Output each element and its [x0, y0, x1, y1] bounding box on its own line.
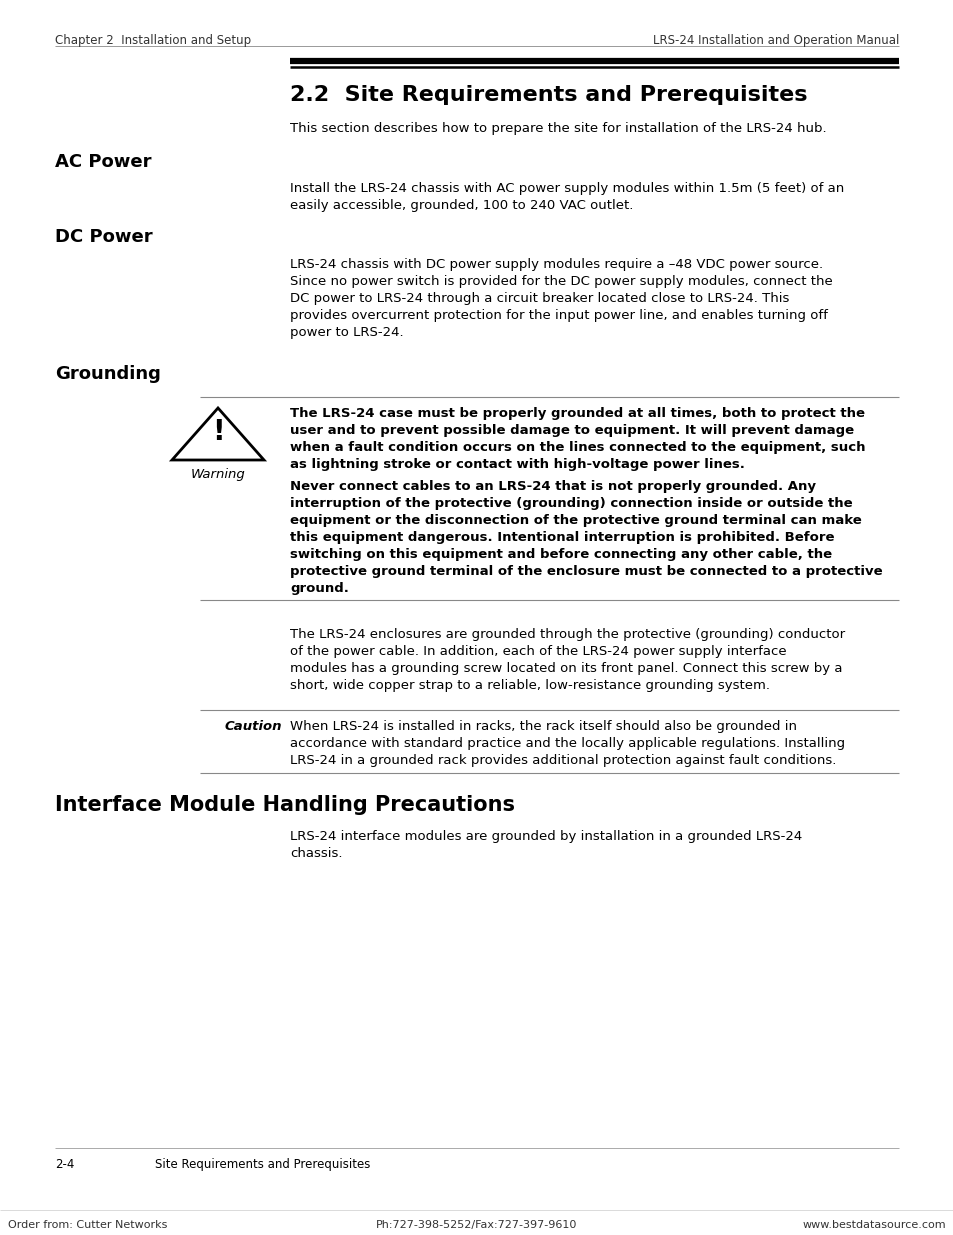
Text: Warning: Warning [191, 468, 245, 480]
Text: modules has a grounding screw located on its front panel. Connect this screw by : modules has a grounding screw located on… [290, 662, 841, 676]
Text: protective ground terminal of the enclosure must be connected to a protective: protective ground terminal of the enclos… [290, 564, 882, 578]
Text: when a fault condition occurs on the lines connected to the equipment, such: when a fault condition occurs on the lin… [290, 441, 864, 454]
Text: as lightning stroke or contact with high-voltage power lines.: as lightning stroke or contact with high… [290, 458, 744, 471]
Text: DC power to LRS-24 through a circuit breaker located close to LRS-24. This: DC power to LRS-24 through a circuit bre… [290, 291, 788, 305]
Text: The LRS-24 enclosures are grounded through the protective (grounding) conductor: The LRS-24 enclosures are grounded throu… [290, 629, 844, 641]
Text: This section describes how to prepare the site for installation of the LRS-24 hu: This section describes how to prepare th… [290, 122, 825, 135]
Text: !: ! [212, 417, 224, 446]
Text: user and to prevent possible damage to equipment. It will prevent damage: user and to prevent possible damage to e… [290, 424, 853, 437]
Text: 2-4: 2-4 [55, 1158, 74, 1171]
Text: equipment or the disconnection of the protective ground terminal can make: equipment or the disconnection of the pr… [290, 514, 861, 527]
Text: Since no power switch is provided for the DC power supply modules, connect the: Since no power switch is provided for th… [290, 275, 832, 288]
Text: this equipment dangerous. Intentional interruption is prohibited. Before: this equipment dangerous. Intentional in… [290, 531, 834, 543]
Text: AC Power: AC Power [55, 153, 152, 170]
Text: Install the LRS-24 chassis with AC power supply modules within 1.5m (5 feet) of : Install the LRS-24 chassis with AC power… [290, 182, 843, 195]
Text: of the power cable. In addition, each of the LRS-24 power supply interface: of the power cable. In addition, each of… [290, 645, 786, 658]
Text: short, wide copper strap to a reliable, low-resistance grounding system.: short, wide copper strap to a reliable, … [290, 679, 769, 692]
Text: provides overcurrent protection for the input power line, and enables turning of: provides overcurrent protection for the … [290, 309, 827, 322]
Text: Ph:727-398-5252/Fax:727-397-9610: Ph:727-398-5252/Fax:727-397-9610 [375, 1220, 578, 1230]
Text: Site Requirements and Prerequisites: Site Requirements and Prerequisites [154, 1158, 370, 1171]
Text: power to LRS-24.: power to LRS-24. [290, 326, 403, 338]
Text: accordance with standard practice and the locally applicable regulations. Instal: accordance with standard practice and th… [290, 737, 844, 750]
Text: switching on this equipment and before connecting any other cable, the: switching on this equipment and before c… [290, 548, 831, 561]
Text: LRS-24 in a grounded rack provides additional protection against fault condition: LRS-24 in a grounded rack provides addit… [290, 755, 836, 767]
Text: DC Power: DC Power [55, 228, 152, 246]
Text: LRS-24 chassis with DC power supply modules require a –48 VDC power source.: LRS-24 chassis with DC power supply modu… [290, 258, 822, 270]
Text: Interface Module Handling Precautions: Interface Module Handling Precautions [55, 795, 515, 815]
Text: Caution: Caution [224, 720, 282, 734]
Text: The LRS-24 case must be properly grounded at all times, both to protect the: The LRS-24 case must be properly grounde… [290, 408, 864, 420]
Text: Order from: Cutter Networks: Order from: Cutter Networks [8, 1220, 167, 1230]
Text: When LRS-24 is installed in racks, the rack itself should also be grounded in: When LRS-24 is installed in racks, the r… [290, 720, 796, 734]
Text: interruption of the protective (grounding) connection inside or outside the: interruption of the protective (groundin… [290, 496, 852, 510]
Text: 2.2  Site Requirements and Prerequisites: 2.2 Site Requirements and Prerequisites [290, 85, 806, 105]
Text: LRS-24 interface modules are grounded by installation in a grounded LRS-24: LRS-24 interface modules are grounded by… [290, 830, 801, 844]
Text: Grounding: Grounding [55, 366, 161, 383]
Text: LRS-24 Installation and Operation Manual: LRS-24 Installation and Operation Manual [652, 35, 898, 47]
Text: www.bestdatasource.com: www.bestdatasource.com [801, 1220, 945, 1230]
Text: ground.: ground. [290, 582, 349, 595]
Text: easily accessible, grounded, 100 to 240 VAC outlet.: easily accessible, grounded, 100 to 240 … [290, 199, 633, 212]
Text: Chapter 2  Installation and Setup: Chapter 2 Installation and Setup [55, 35, 251, 47]
Text: Never connect cables to an LRS-24 that is not properly grounded. Any: Never connect cables to an LRS-24 that i… [290, 480, 815, 493]
Text: chassis.: chassis. [290, 847, 342, 860]
